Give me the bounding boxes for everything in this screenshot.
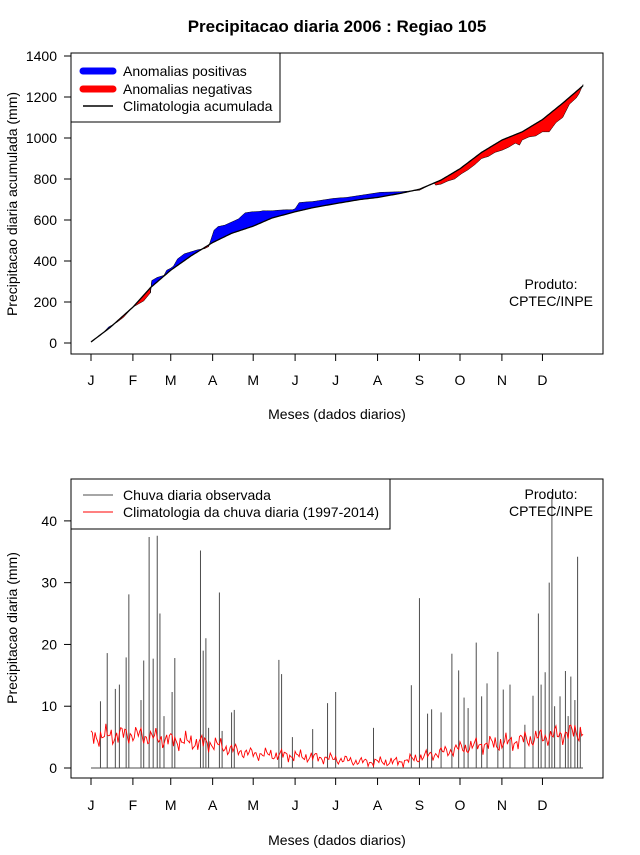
chart-title: Precipitacao diaria 2006 : Regiao 105	[188, 17, 487, 36]
bottom-y-tick-label: 30	[41, 575, 57, 591]
top-ylabel: Precipitacao diaria acumulada (mm)	[4, 92, 20, 316]
positive-anomaly-area	[150, 247, 204, 293]
top-xlabel: Meses (dados diarios)	[268, 406, 406, 422]
bottom-x-tick-label: A	[208, 797, 218, 813]
top-x-tick-label: N	[497, 372, 507, 388]
top-y-tick-label: 1400	[26, 48, 57, 64]
bottom-x-tick-label: O	[455, 797, 466, 813]
bottom-product-line2: CPTEC/INPE	[509, 503, 593, 519]
bottom-x-tick-label: F	[129, 797, 138, 813]
top-x-tick-label: J	[332, 372, 339, 388]
bottom-x-tick-label: J	[292, 797, 299, 813]
top-x-tick-label: M	[247, 372, 259, 388]
climatology-accum-line	[90, 85, 584, 343]
legend-negative-label: Anomalias negativas	[123, 81, 252, 97]
top-y-tick-label: 600	[34, 212, 58, 228]
top-chart: 0 200 400 600 800 1000 1200 1400 J F M A M J J A S O N D P…	[4, 48, 604, 422]
top-x-tick-label: A	[208, 372, 218, 388]
legend-observed-label: Chuva diaria observada	[123, 487, 271, 503]
top-product-line1: Produto:	[525, 276, 578, 292]
bottom-y-tick-label: 20	[41, 636, 57, 652]
climatology-daily-line	[90, 723, 584, 769]
negative-anomaly-area	[411, 84, 584, 192]
bottom-x-tick-label: N	[497, 797, 507, 813]
legend-positive-label: Anomalias positivas	[123, 63, 247, 79]
legend-climatology-label: Climatologia acumulada	[123, 98, 273, 114]
bottom-x-tick-label: J	[332, 797, 339, 813]
bottom-x-tick-label: S	[415, 797, 424, 813]
bottom-x-tick-label: D	[537, 797, 547, 813]
legend-clim-daily-label: Climatologia da chuva diaria (1997-2014)	[123, 504, 379, 520]
top-product-line2: CPTEC/INPE	[509, 293, 593, 309]
bottom-ylabel: Precipitacao diaria (mm)	[4, 552, 20, 704]
bottom-chart: 0 10 20 30 40 J F M A M J J A S O N D Precipitacao diar…	[4, 478, 604, 848]
top-x-tick-label: J	[292, 372, 299, 388]
top-x-tick-label: O	[455, 372, 466, 388]
bottom-y-tick-label: 0	[49, 760, 57, 776]
top-y-tick-label: 800	[34, 171, 58, 187]
top-y-tick-label: 1000	[26, 130, 57, 146]
bottom-legend: Chuva diaria observada Climatologia da c…	[70, 478, 391, 530]
top-x-tick-label: A	[373, 372, 383, 388]
top-x-tick-label: D	[537, 372, 547, 388]
top-x-tick-label: M	[165, 372, 177, 388]
bottom-product-line1: Produto:	[525, 486, 578, 502]
bottom-y-tick-label: 40	[41, 513, 57, 529]
top-y-tick-label: 200	[34, 294, 58, 310]
bottom-x-tick-label: J	[88, 797, 95, 813]
top-y-tick-label: 0	[49, 335, 57, 351]
top-x-tick-label: F	[129, 372, 138, 388]
bottom-x-tick-label: M	[165, 797, 177, 813]
bottom-xlabel: Meses (dados diarios)	[268, 832, 406, 848]
top-y-tick-label: 400	[34, 253, 58, 269]
bottom-legend-box	[70, 478, 391, 530]
top-y-tick-label: 1200	[26, 89, 57, 105]
top-x-tick-label: J	[88, 372, 95, 388]
bottom-y-tick-label: 10	[41, 698, 57, 714]
bottom-x-tick-label: M	[247, 797, 259, 813]
top-legend-box	[70, 52, 281, 123]
bottom-x-tick-label: A	[373, 797, 383, 813]
top-legend: Anomalias positivas Anomalias negativas …	[70, 52, 281, 123]
top-x-tick-label: S	[415, 372, 424, 388]
positive-anomaly-area	[208, 190, 413, 247]
